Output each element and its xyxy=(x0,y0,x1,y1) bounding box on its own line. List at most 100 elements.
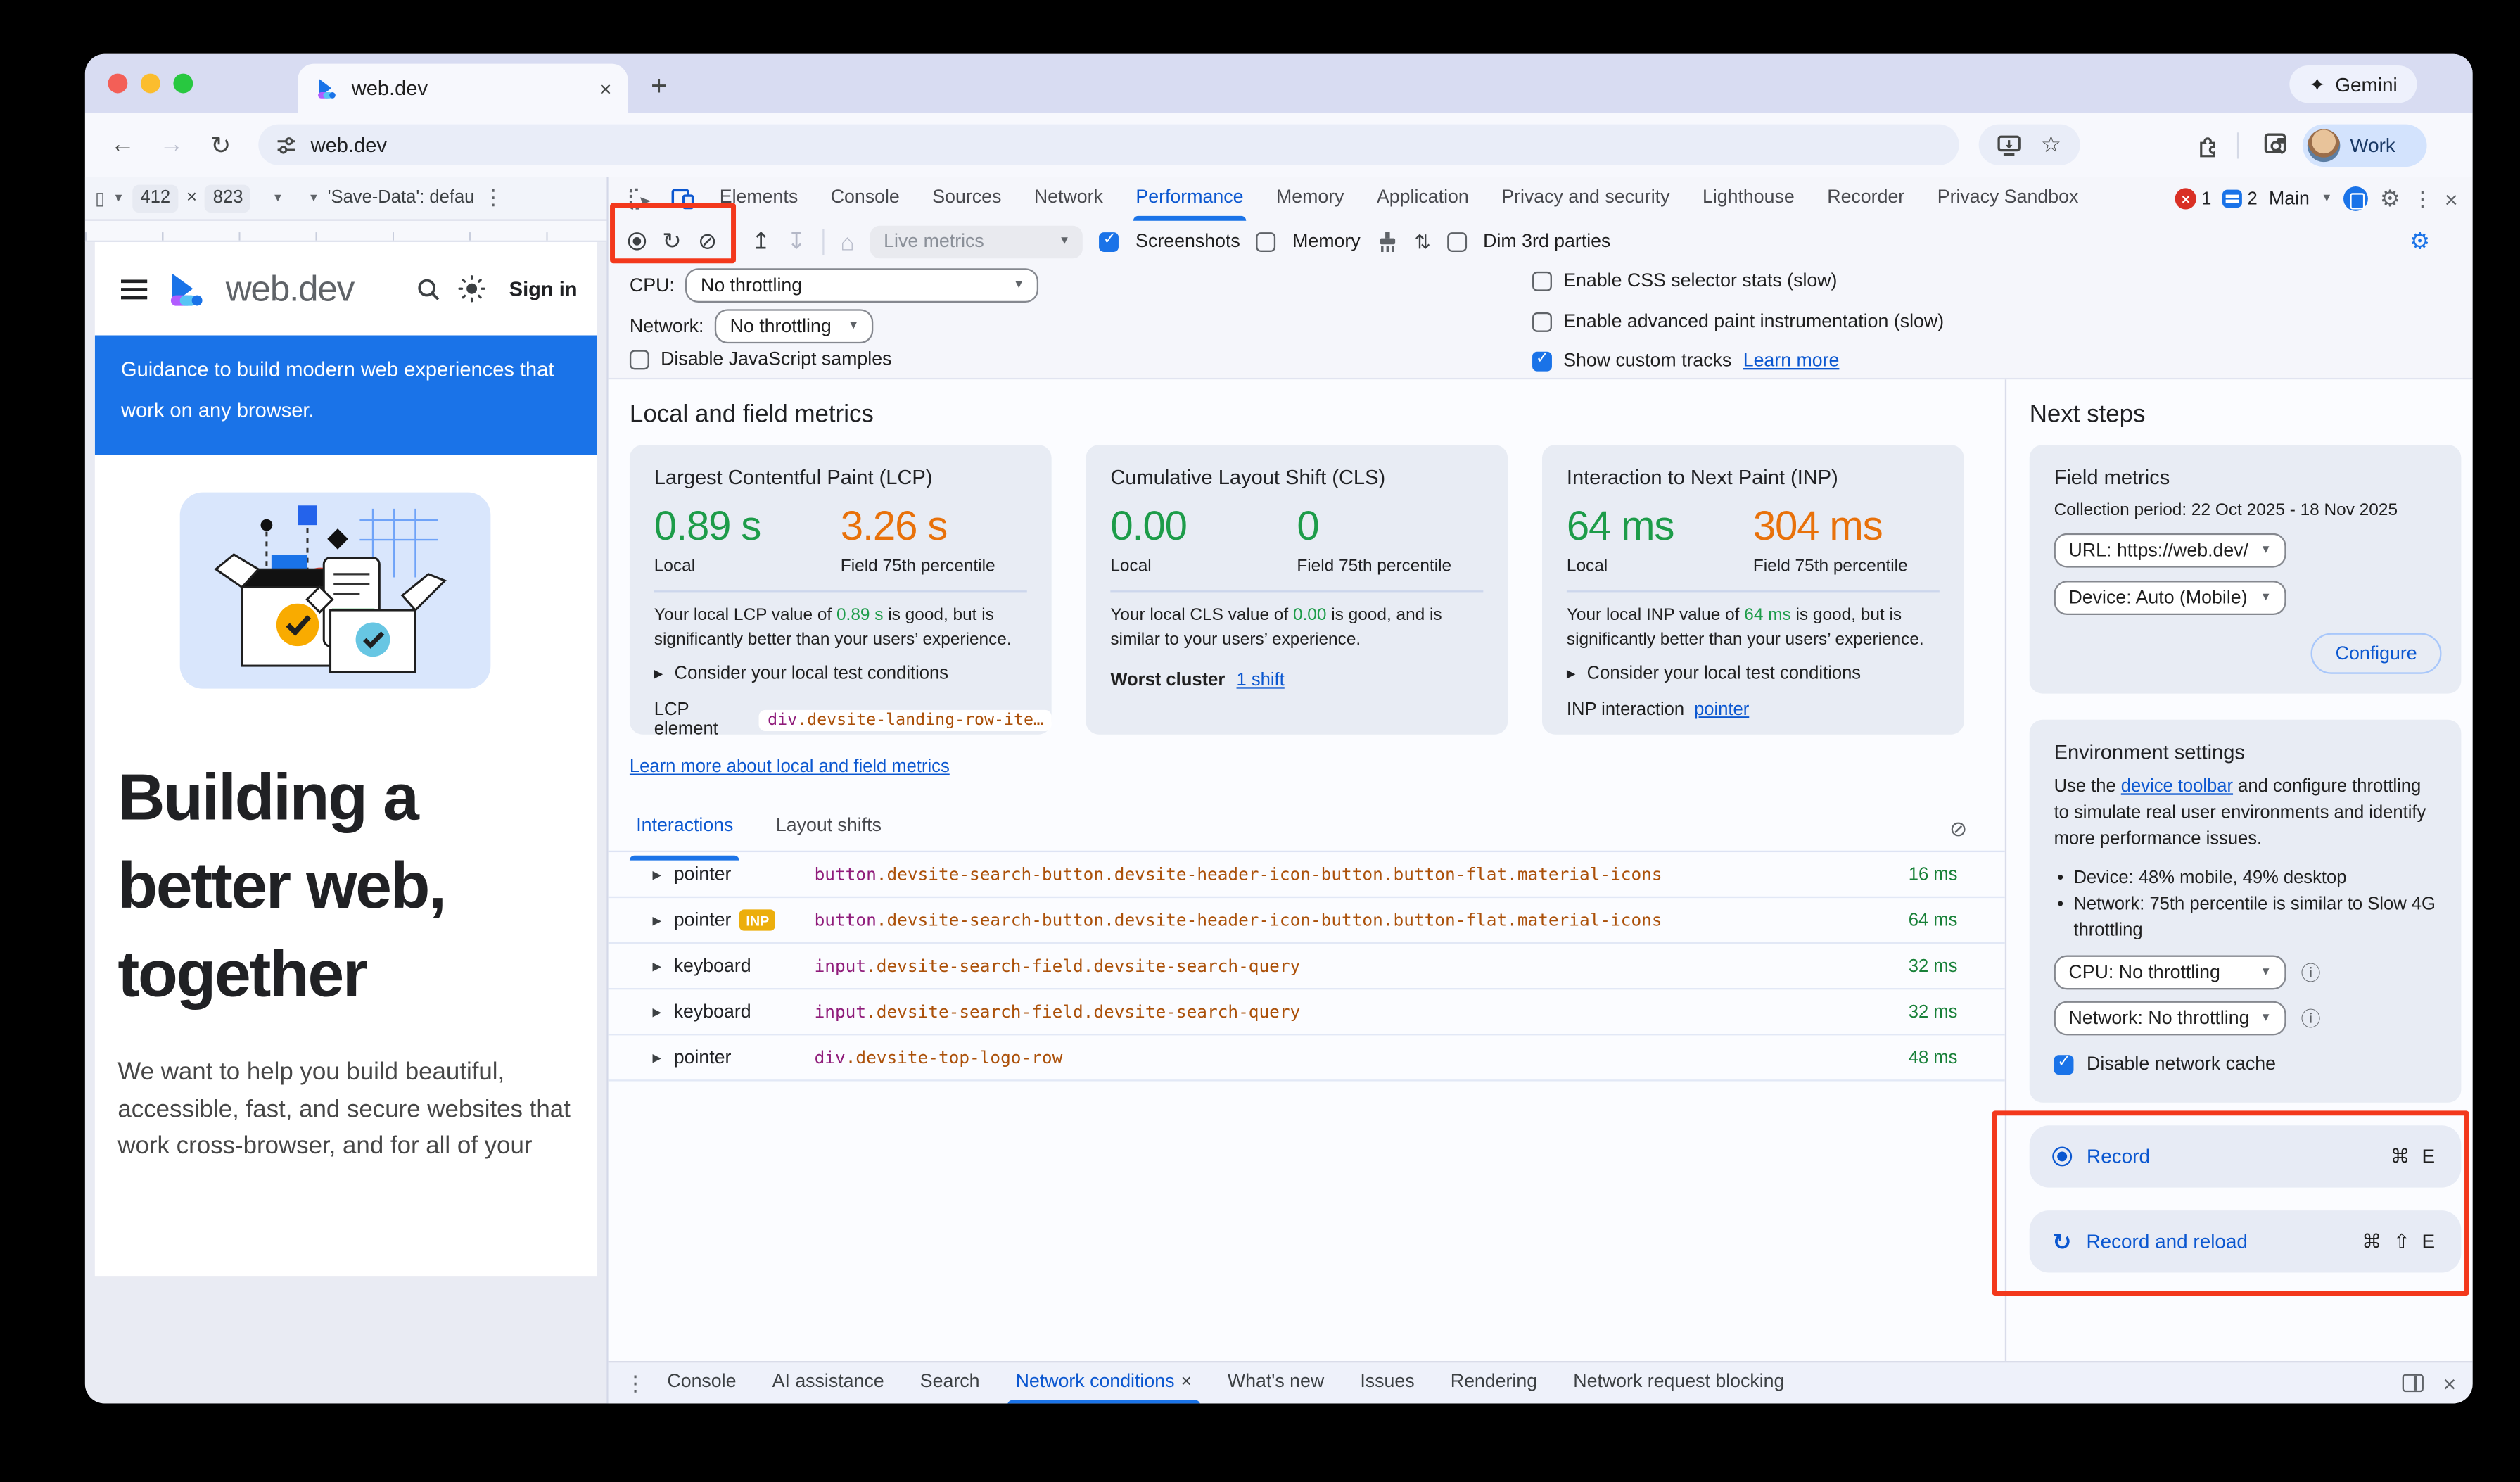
forward-icon[interactable]: → xyxy=(159,130,184,159)
reload-icon[interactable]: ↻ xyxy=(210,132,231,160)
drawer-tab-ai-assistance[interactable]: AI assistance xyxy=(772,1372,884,1391)
interaction-row[interactable]: ▶ pointer button.devsite-search-button.d… xyxy=(608,852,2005,899)
garbage-collect-icon[interactable] xyxy=(1377,230,1398,253)
record-icon[interactable] xyxy=(628,232,647,251)
webdev-logo-icon[interactable] xyxy=(163,269,205,308)
new-tab-button[interactable]: + xyxy=(651,70,668,102)
row-expand-icon[interactable]: ▶ xyxy=(652,869,662,881)
dim-3rd-parties-checkbox[interactable] xyxy=(1447,231,1467,251)
interaction-row[interactable]: ▶ pointer div.devsite-top-logo-row 48 ms xyxy=(608,1035,2005,1082)
error-badge-icon[interactable]: × xyxy=(2175,188,2197,210)
row-expand-icon[interactable]: ▶ xyxy=(652,1006,662,1019)
device-select-caret-icon[interactable]: ▼ xyxy=(113,192,125,204)
disable-cache-checkbox[interactable] xyxy=(2054,1053,2074,1075)
field-device-select[interactable]: Device: Auto (Mobile) ▼ xyxy=(2054,581,2286,616)
save-data-select[interactable]: 'Save-Data': defau xyxy=(327,188,475,208)
drawer-tab-network-conditions[interactable]: Network conditions × xyxy=(1001,1362,1207,1404)
device-height-field[interactable]: 823 xyxy=(205,184,251,213)
updown-arrows-icon[interactable]: ⇅ xyxy=(1414,229,1431,253)
lcp-expander[interactable]: ▶ Consider your local test conditions xyxy=(654,664,949,684)
css-stats-checkbox[interactable] xyxy=(1532,271,1552,291)
interaction-row[interactable]: ▶ keyboard input.devsite-search-field.de… xyxy=(608,944,2005,990)
browser-tab[interactable]: web.dev × xyxy=(298,63,628,113)
site-settings-icon[interactable] xyxy=(275,133,298,156)
device-toolbar-menu-icon[interactable]: ⋮ xyxy=(483,184,504,210)
devtools-close-icon[interactable]: × xyxy=(2444,185,2458,213)
drawer-tab-rendering[interactable]: Rendering xyxy=(1450,1372,1538,1391)
drawer-tab-close-icon[interactable]: × xyxy=(1181,1372,1192,1391)
interactions-clear-icon[interactable]: ⊘ xyxy=(1949,816,1968,841)
throttle-select-caret-icon[interactable]: ▼ xyxy=(307,192,320,204)
row-expand-icon[interactable]: ▶ xyxy=(652,915,662,927)
row-expand-icon[interactable]: ▶ xyxy=(652,961,662,973)
clear-icon[interactable]: ⊘ xyxy=(697,227,718,254)
tab-console[interactable]: Console xyxy=(830,188,900,208)
screenshots-checkbox[interactable] xyxy=(1100,230,1119,251)
configure-button[interactable]: Configure xyxy=(2310,633,2442,674)
search-icon[interactable] xyxy=(416,276,442,302)
sign-in-button[interactable]: Sign in xyxy=(509,277,578,300)
drawer-close-icon[interactable]: × xyxy=(2443,1369,2457,1396)
network-throttle-select[interactable]: No throttling ▼ xyxy=(715,309,874,344)
drawer-tab-search[interactable]: Search xyxy=(919,1372,980,1391)
hamburger-menu-icon[interactable] xyxy=(121,279,148,299)
record-button[interactable]: Record ⌘ E xyxy=(2029,1125,2462,1188)
tab-application[interactable]: Application xyxy=(1376,188,1469,208)
record-and-reload-button[interactable]: ↻ Record and reload ⌘ ⇧ E xyxy=(2029,1210,2462,1273)
bookmark-star-icon[interactable]: ☆ xyxy=(2040,130,2062,158)
home-icon[interactable]: ⌂ xyxy=(840,228,855,255)
address-bar[interactable]: web.dev xyxy=(258,124,1959,165)
tab-interactions[interactable]: Interactions xyxy=(629,816,741,861)
row-expand-icon[interactable]: ▶ xyxy=(652,1052,662,1065)
inp-interaction-link[interactable]: pointer xyxy=(1694,699,1750,720)
sidebar-network-select[interactable]: Network: No throttling ▼ xyxy=(2054,1001,2286,1036)
drawer-split-panel-icon[interactable] xyxy=(2402,1374,2424,1393)
panel-settings-icon[interactable]: ⚙ xyxy=(2410,227,2431,254)
device-toolbar-toggle-icon[interactable] xyxy=(662,186,701,211)
device-status-icon[interactable] xyxy=(2343,186,2369,211)
cpu-info-icon[interactable]: ⓘ xyxy=(2301,961,2321,985)
metrics-learn-more-link[interactable]: Learn more about local and field metrics xyxy=(629,757,950,778)
gemini-button[interactable]: ✦ Gemini xyxy=(2289,65,2417,103)
upload-profile-icon[interactable]: ↥ xyxy=(751,227,771,254)
disable-js-checkbox[interactable] xyxy=(629,350,649,370)
device-toolbar-link[interactable]: device toolbar xyxy=(2120,777,2234,797)
profile-button[interactable]: Work xyxy=(2302,123,2427,166)
inspect-element-icon[interactable] xyxy=(620,186,659,211)
cls-worst-cluster-link[interactable]: 1 shift xyxy=(1236,671,1285,690)
device-width-field[interactable]: 412 xyxy=(132,184,179,213)
device-select-icon[interactable]: ▯ xyxy=(94,189,105,209)
tab-network[interactable]: Network xyxy=(1033,188,1103,208)
message-badge-icon[interactable] xyxy=(2222,189,2243,208)
interaction-row[interactable]: ▶ keyboard input.devsite-search-field.de… xyxy=(608,989,2005,1036)
custom-tracks-checkbox[interactable] xyxy=(1532,350,1552,372)
tab-memory[interactable]: Memory xyxy=(1275,188,1344,208)
paint-instrumentation-checkbox[interactable] xyxy=(1532,312,1552,332)
sidebar-cpu-select[interactable]: CPU: No throttling ▼ xyxy=(2054,955,2286,990)
devtools-settings-icon[interactable]: ⚙ xyxy=(2379,184,2400,211)
drawer-tab-network-request-blocking[interactable]: Network request blocking xyxy=(1573,1372,1785,1391)
drawer-tab-whats-new[interactable]: What's new xyxy=(1227,1372,1325,1391)
search-tabs-icon[interactable] xyxy=(2263,132,2291,157)
devtools-menu-icon[interactable]: ⋮ xyxy=(2412,185,2433,210)
record-reload-icon[interactable]: ↻ xyxy=(662,227,682,254)
cpu-throttle-select[interactable]: No throttling ▼ xyxy=(686,268,1040,303)
memory-checkbox[interactable] xyxy=(1256,231,1276,251)
drawer-tab-console[interactable]: Console xyxy=(667,1372,737,1391)
tab-recorder[interactable]: Recorder xyxy=(1827,188,1905,208)
close-window-button[interactable] xyxy=(108,73,128,94)
tab-privacy-sandbox[interactable]: Privacy Sandbox xyxy=(1937,188,2079,208)
tab-close-icon[interactable]: × xyxy=(599,76,612,101)
drawer-menu-icon[interactable]: ⋮ xyxy=(624,1369,647,1395)
tab-layout-shifts[interactable]: Layout shifts xyxy=(775,816,882,836)
tab-elements[interactable]: Elements xyxy=(719,188,798,208)
lcp-element-chip[interactable]: div.devsite-landing-row-ite… xyxy=(759,709,1052,730)
tab-performance[interactable]: Performance xyxy=(1121,177,1258,221)
interaction-row[interactable]: ▶ pointer INP button.devsite-search-butt… xyxy=(608,898,2005,944)
minimize-window-button[interactable] xyxy=(140,73,160,94)
custom-tracks-learn-more-link[interactable]: Learn more xyxy=(1743,351,1840,372)
window-controls[interactable] xyxy=(108,73,193,94)
site-brand[interactable]: web.dev xyxy=(225,267,355,309)
field-url-select[interactable]: URL: https://web.dev/▼ xyxy=(2054,533,2286,568)
network-info-icon[interactable]: ⓘ xyxy=(2301,1007,2321,1031)
